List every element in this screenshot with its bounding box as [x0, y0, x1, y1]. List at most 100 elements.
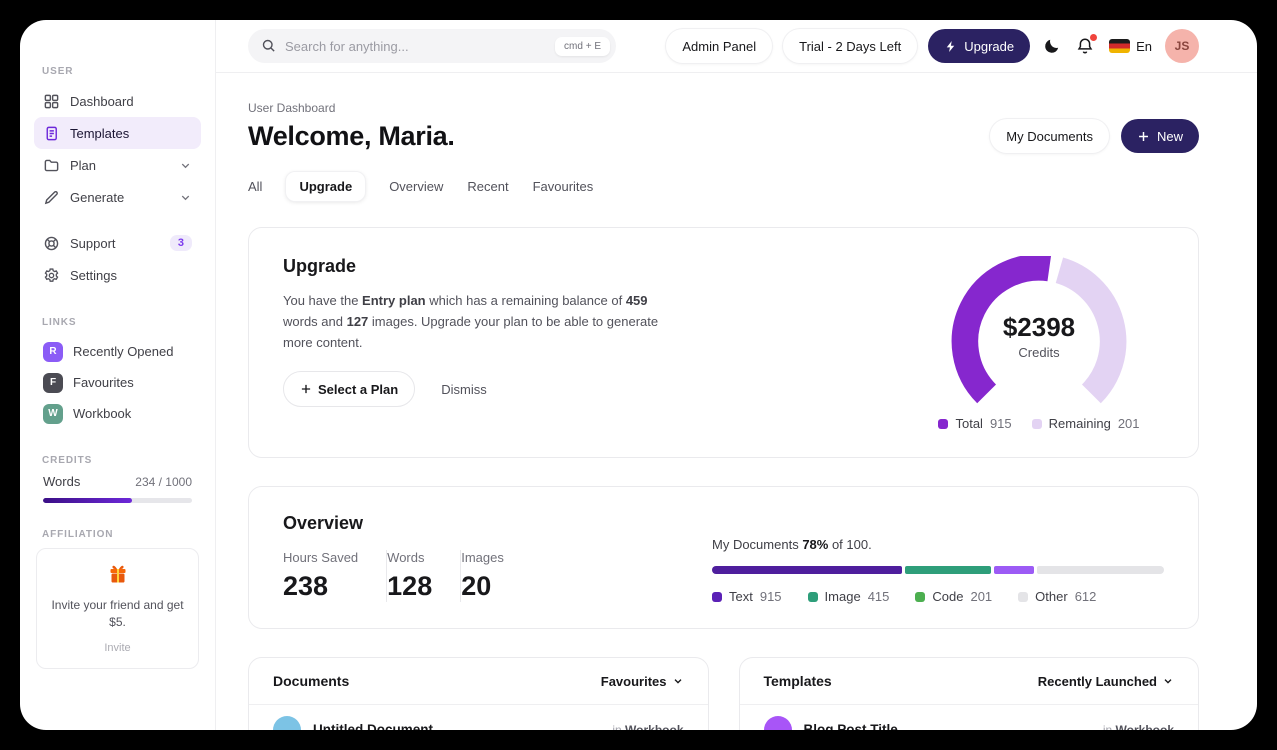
stat-label: Hours Saved: [283, 550, 359, 565]
documents-card: Documents Favourites Untitled Document i…: [248, 657, 709, 730]
progress-caption: My Documents 78% of 100.: [712, 537, 872, 552]
sidebar-section-links: LINKS: [42, 317, 77, 328]
template-name: Blog Post Title: [803, 722, 898, 730]
sidebar-item-plan[interactable]: Plan: [34, 149, 201, 181]
legend-swatch: [712, 591, 722, 602]
upgrade-button-label: Upgrade: [964, 38, 1015, 54]
link-avatar: W: [43, 403, 63, 424]
sidebar-link-label: Recently Opened: [73, 344, 174, 359]
sidebar-item-generate[interactable]: Generate: [34, 181, 201, 213]
filter-label: Favourites: [600, 673, 667, 689]
sidebar-item-dashboard[interactable]: Dashboard: [34, 85, 201, 117]
legend-value: 915: [989, 416, 1012, 431]
user-avatar[interactable]: JS: [1165, 29, 1199, 63]
legend-value: 612: [1074, 589, 1097, 604]
sidebar-link-recently-opened[interactable]: R Recently Opened: [34, 336, 201, 367]
stat-value: 238: [283, 571, 329, 601]
bar-segment-text: [712, 566, 902, 574]
invite-button[interactable]: Invite: [104, 641, 131, 654]
admin-panel-button[interactable]: Admin Panel: [666, 29, 773, 63]
divider: [460, 550, 462, 602]
chevron-down-icon: [179, 159, 192, 172]
donut-legend: Total 915 Remaining 201: [938, 416, 1140, 431]
affiliation-text: Invite your friend and get $5.: [51, 598, 184, 630]
credits-donut-chart: $2398 Credits Total 915 Remaining: [914, 256, 1164, 431]
tab-all[interactable]: All: [248, 178, 263, 194]
topbar: cmd + E Admin Panel Trial - 2 Days Left …: [216, 20, 1257, 73]
credits-progress-fill: [43, 498, 133, 503]
templates-icon: [43, 125, 60, 142]
tab-upgrade[interactable]: Upgrade: [286, 171, 366, 201]
upgrade-button[interactable]: Upgrade: [928, 29, 1031, 63]
sidebar-item-templates[interactable]: Templates: [34, 117, 201, 149]
donut-segment-remaining: [1055, 257, 1127, 404]
gear-icon: [43, 267, 60, 284]
documents-progress: My Documents 78% of 100. Text 915: [712, 513, 1164, 604]
sidebar-item-settings[interactable]: Settings: [34, 259, 201, 291]
template-avatar: [763, 715, 792, 730]
affiliation-card: Invite your friend and get $5. Invite: [36, 548, 199, 669]
legend-value: 915: [759, 589, 782, 604]
sidebar-item-support[interactable]: Support 3: [34, 227, 201, 259]
search-shortcut-badge: cmd + E: [555, 36, 610, 56]
main-content: User Dashboard Welcome, Maria. My Docume…: [216, 73, 1257, 730]
sidebar-link-workbook[interactable]: W Workbook: [34, 398, 201, 429]
chevron-down-icon: [672, 675, 684, 687]
tab-favourites[interactable]: Favourites: [532, 178, 594, 194]
legend-value: 415: [867, 589, 890, 604]
template-location: in Workbook: [1102, 722, 1174, 731]
sidebar-item-label: Support: [70, 235, 116, 251]
documents-filter-dropdown[interactable]: Favourites: [601, 674, 684, 689]
search-input[interactable]: [285, 38, 548, 54]
sidebar-link-favourites[interactable]: F Favourites: [34, 367, 201, 398]
select-plan-button[interactable]: Select a Plan: [283, 371, 416, 408]
filter-label: Recently Launched: [1037, 673, 1157, 689]
support-count-badge: 3: [169, 235, 192, 251]
app-window: USER Dashboard Templates: [20, 20, 1257, 730]
bar-segment-code: [993, 566, 1035, 574]
dashboard-icon: [43, 93, 60, 110]
stat-images: Images 20: [461, 550, 532, 602]
sidebar-item-label: Plan: [70, 157, 97, 173]
plan-folder-icon: [43, 157, 60, 174]
bar-segment-other: [1037, 566, 1164, 574]
sidebar-link-label: Workbook: [73, 406, 132, 421]
new-button[interactable]: New: [1120, 119, 1199, 153]
credits-progress-bar: [43, 498, 192, 503]
search-box: cmd + E: [248, 29, 616, 63]
sidebar-item-label: Generate: [70, 189, 125, 205]
germany-flag-icon: [1109, 39, 1131, 53]
legend-swatch: [915, 591, 926, 602]
tab-overview[interactable]: Overview: [389, 178, 444, 194]
language-selector[interactable]: En: [1107, 37, 1154, 56]
overview-card: Overview Hours Saved 238 Words 128: [248, 486, 1199, 629]
document-list-item[interactable]: Untitled Document in Workbook: [249, 705, 708, 730]
breadcrumb: User Dashboard: [248, 101, 336, 115]
plus-icon: [1137, 130, 1150, 143]
tab-recent[interactable]: Recent: [467, 178, 509, 194]
legend-label: Total: [955, 416, 983, 431]
templates-filter-dropdown[interactable]: Recently Launched: [1038, 674, 1174, 689]
stacked-progress-bar: [712, 566, 1164, 574]
template-list-item[interactable]: Blog Post Title in Workbook: [740, 705, 1199, 730]
tab-bar: All Upgrade Overview Recent Favourites: [248, 171, 1199, 201]
link-avatar: R: [43, 341, 63, 362]
page-title: Welcome, Maria.: [248, 120, 455, 151]
dismiss-button[interactable]: Dismiss: [441, 381, 487, 397]
gift-icon: [107, 563, 129, 585]
new-button-label: New: [1156, 128, 1183, 144]
credits-row: Words 234 / 1000: [34, 474, 201, 489]
legend-value: 201: [1117, 416, 1140, 431]
legend-label: Image: [824, 589, 861, 604]
notifications-button[interactable]: [1074, 34, 1098, 57]
dark-mode-toggle[interactable]: [1041, 35, 1063, 57]
link-avatar: F: [43, 372, 63, 393]
plus-icon: [300, 383, 312, 395]
legend-swatch: [938, 418, 949, 429]
moon-icon: [1043, 37, 1061, 55]
trial-button[interactable]: Trial - 2 Days Left: [783, 29, 918, 63]
stat-value: 20: [461, 571, 492, 601]
legend-label: Text: [729, 589, 753, 604]
sidebar: USER Dashboard Templates: [20, 20, 216, 730]
my-documents-button[interactable]: My Documents: [990, 119, 1109, 153]
